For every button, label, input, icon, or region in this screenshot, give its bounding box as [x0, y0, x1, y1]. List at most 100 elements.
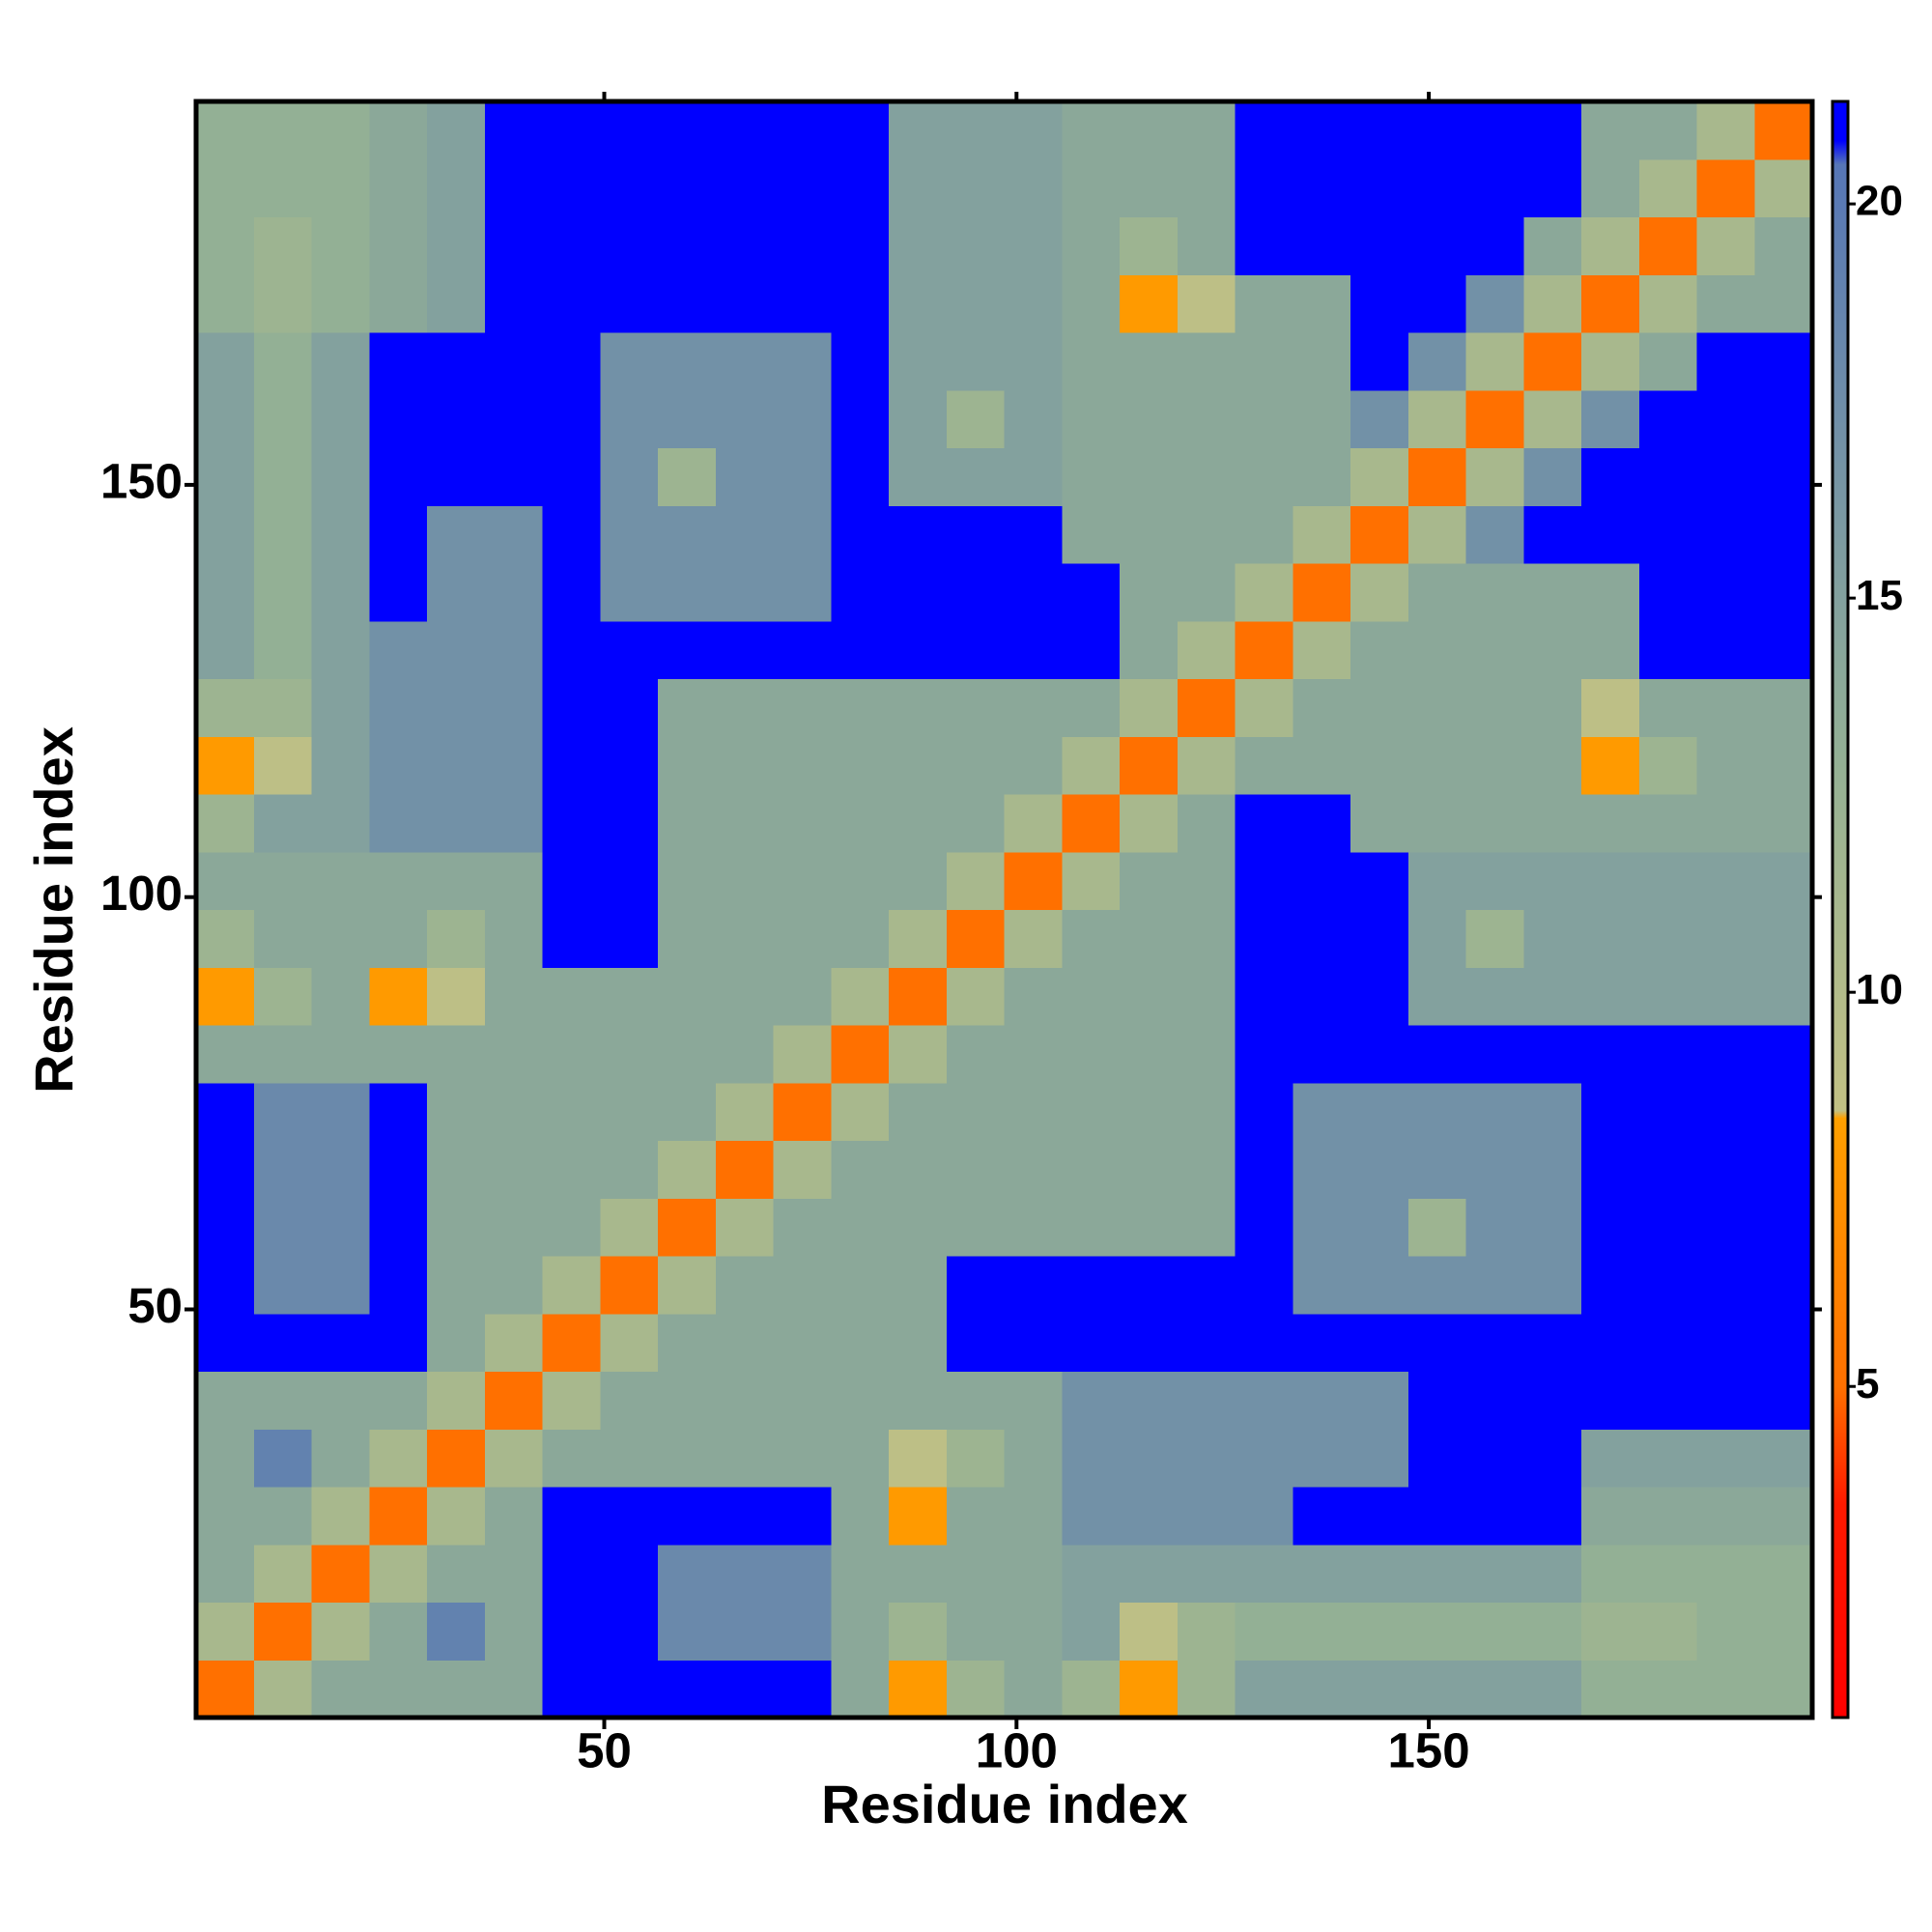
heatmap-cell [1638, 1198, 1698, 1257]
heatmap-cell [1465, 1371, 1524, 1430]
heatmap-cell [427, 1198, 486, 1257]
heatmap-cell [658, 1487, 717, 1546]
heatmap-cell [1523, 851, 1582, 911]
heatmap-cell [427, 274, 486, 333]
heatmap-cell [1754, 967, 1813, 1026]
heatmap-cell [715, 1544, 775, 1604]
heatmap-cell [1350, 1256, 1409, 1315]
heatmap-cell [1523, 389, 1582, 449]
heatmap-cell [1004, 909, 1063, 968]
heatmap-cell [1754, 563, 1813, 622]
heatmap-cell [1523, 736, 1582, 795]
heatmap-cell [1465, 1256, 1524, 1315]
heatmap-cell [715, 447, 775, 506]
heatmap-cell [253, 1082, 313, 1142]
heatmap-cell [1120, 1256, 1179, 1315]
heatmap-cell [600, 505, 659, 564]
heatmap-cell [253, 505, 313, 564]
heatmap-cell [1523, 1371, 1582, 1430]
heatmap-cell [946, 620, 1006, 680]
heatmap-cell [889, 1602, 948, 1661]
heatmap-cell [1523, 1140, 1582, 1199]
heatmap-cell [946, 389, 1006, 449]
heatmap-cell [1523, 678, 1582, 737]
heatmap-cell [1293, 389, 1351, 449]
heatmap-cell [773, 1371, 832, 1430]
heatmap-cell [1235, 1256, 1293, 1315]
heatmap-cell [484, 101, 544, 160]
heatmap-cell [1350, 1025, 1409, 1084]
heatmap-cell [889, 851, 948, 911]
heatmap-cell [1581, 447, 1640, 506]
heatmap-cell [773, 967, 832, 1026]
heatmap-cell [1177, 620, 1236, 680]
heatmap-cell [1754, 101, 1813, 160]
heatmap-cell [1754, 274, 1813, 333]
heatmap-cell [1754, 851, 1813, 911]
heatmap-cell [369, 447, 428, 506]
heatmap-cell [311, 678, 370, 737]
heatmap-cell [600, 1198, 659, 1257]
heatmap-cell [1696, 332, 1755, 391]
heatmap-cell [484, 1487, 544, 1546]
heatmap-cell [773, 332, 832, 391]
heatmap-cell [1407, 1313, 1467, 1373]
heatmap-cell [658, 101, 717, 160]
heatmap-cell [1407, 1429, 1467, 1488]
heatmap-cell [1581, 1487, 1640, 1546]
heatmap-cell [253, 1487, 313, 1546]
heatmap-cell [658, 1371, 717, 1430]
heatmap-cell [1465, 1025, 1524, 1084]
heatmap-cell [1696, 563, 1755, 622]
heatmap-cell [369, 505, 428, 564]
heatmap-cell [1696, 505, 1755, 564]
heatmap-cell [946, 1487, 1006, 1546]
heatmap-cell [196, 1429, 255, 1488]
heatmap-cell [600, 1602, 659, 1661]
heatmap-cell [196, 158, 255, 218]
heatmap-cell [600, 563, 659, 622]
heatmap-cell [253, 563, 313, 622]
heatmap-cell [946, 1256, 1006, 1315]
heatmap-cell [427, 1371, 486, 1430]
heatmap-cell [1581, 851, 1640, 911]
heatmap-cell [311, 1082, 370, 1142]
heatmap-cell [715, 1140, 775, 1199]
heatmap-cell [773, 1140, 832, 1199]
heatmap-cell [1696, 1256, 1755, 1315]
heatmap-cell [196, 563, 255, 622]
heatmap-cell [658, 332, 717, 391]
heatmap-cell [831, 736, 890, 795]
heatmap-cell [1235, 1429, 1293, 1488]
heatmap-cell [1177, 1371, 1236, 1430]
heatmap-cell [253, 1544, 313, 1604]
heatmap-cell [253, 967, 313, 1026]
heatmap-cell [253, 158, 313, 218]
heatmap-cell [715, 1429, 775, 1488]
colorbar-tick-label: 10 [1856, 966, 1903, 1013]
heatmap-cell [773, 1082, 832, 1142]
heatmap-cell [715, 389, 775, 449]
heatmap-cell [1581, 620, 1640, 680]
heatmap-cell [1062, 1544, 1121, 1604]
heatmap-cell [946, 736, 1006, 795]
heatmap-cell [1004, 332, 1063, 391]
heatmap-cell [1638, 620, 1698, 680]
heatmap-cell [1581, 794, 1640, 853]
heatmap-cell [1350, 158, 1409, 218]
heatmap-cell [1696, 1660, 1755, 1719]
heatmap-cell [1638, 101, 1698, 160]
plot-frame [193, 99, 1815, 1720]
heatmap-cell [773, 216, 832, 275]
heatmap-cell [1062, 447, 1121, 506]
heatmap-cell [831, 678, 890, 737]
heatmap-cell [1120, 1140, 1179, 1199]
heatmap-cell [715, 1313, 775, 1373]
heatmap-cell [600, 1371, 659, 1430]
heatmap-cell [831, 1602, 890, 1661]
heatmap-cell [1235, 1544, 1293, 1604]
heatmap-cell [484, 389, 544, 449]
heatmap-cell [1120, 216, 1179, 275]
heatmap-cell [1350, 678, 1409, 737]
